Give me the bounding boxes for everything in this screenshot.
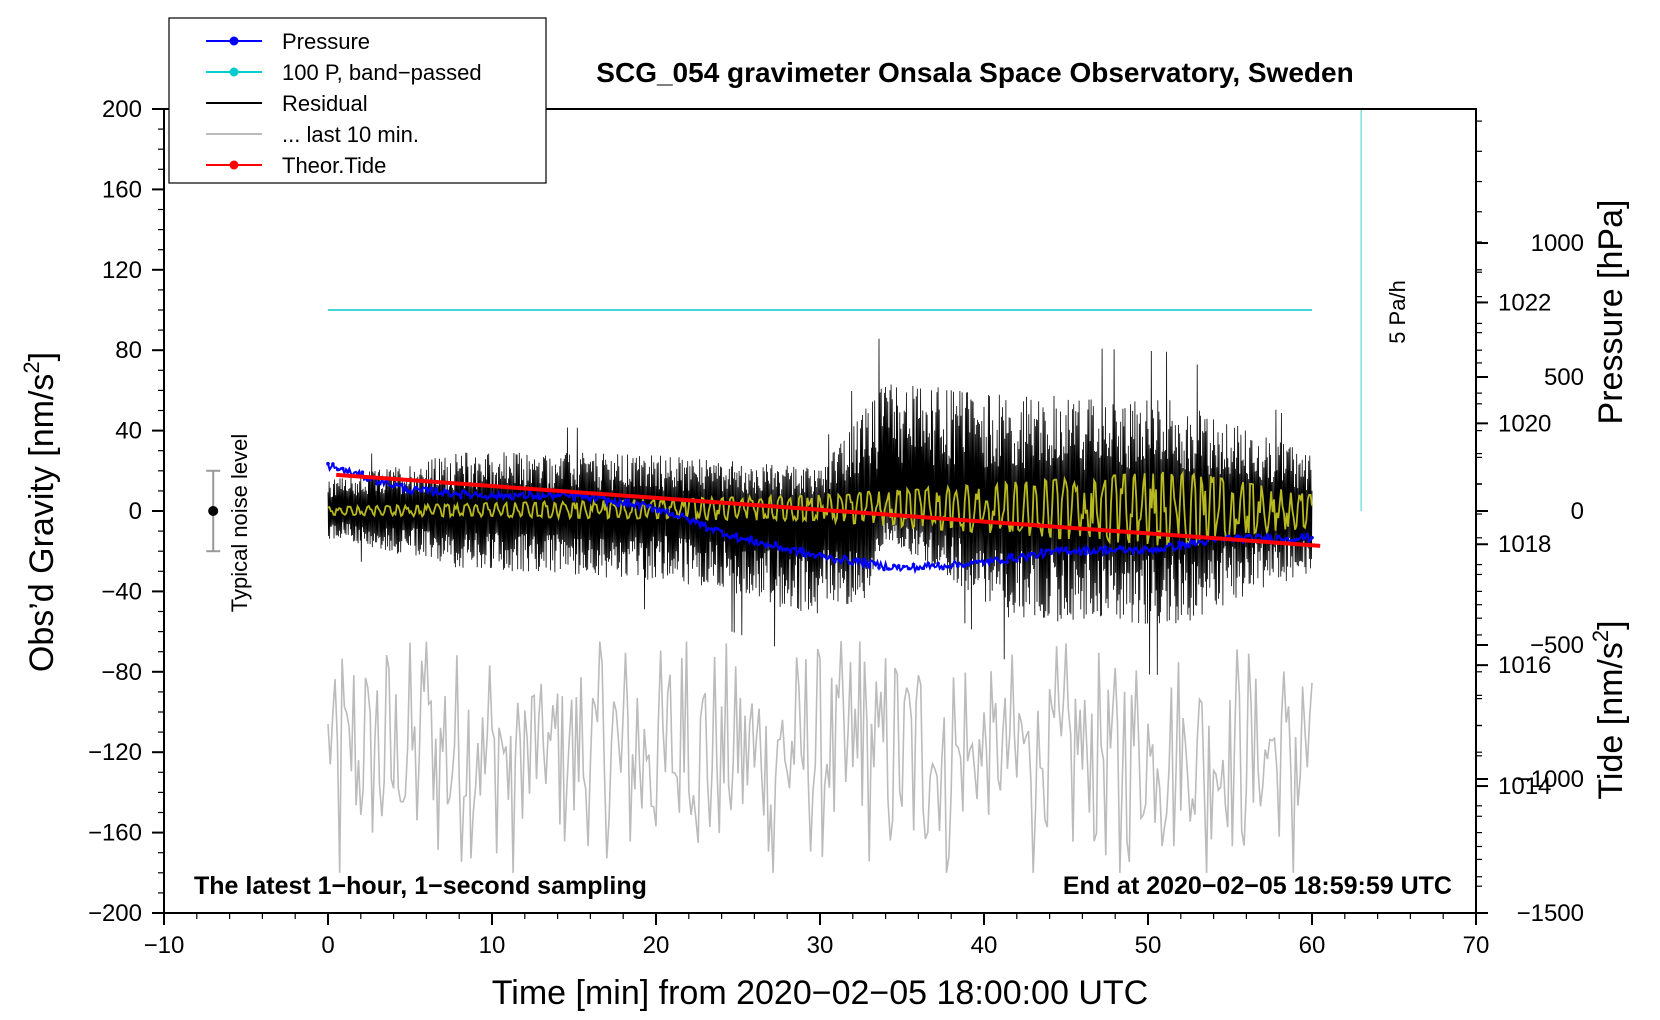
legend-label: Residual	[282, 91, 368, 116]
legend-marker	[229, 67, 239, 77]
series-filtered-residual	[327, 470, 1313, 549]
tide-tick-label: −1000	[1517, 766, 1584, 793]
x-tick-label: 60	[1299, 932, 1326, 959]
series-theor-tide	[336, 472, 1321, 548]
pressure-tick-label: 1020	[1498, 410, 1551, 437]
legend-items: Pressure 100 P, band−passed Residual ... la…	[206, 29, 482, 178]
y-axis-label-tide-text: Tide [nm/s	[1592, 642, 1630, 799]
legend-item: Theor.Tide	[206, 153, 386, 178]
y-tick-label: 160	[102, 176, 142, 203]
tide-tick-label: 1000	[1531, 230, 1584, 257]
legend-item: 100 P, band−passed	[206, 60, 482, 85]
legend-box	[168, 17, 547, 184]
y-tick-label: 0	[129, 498, 142, 525]
series-layer	[326, 109, 1362, 873]
legend-label: Pressure	[282, 29, 370, 54]
note-latest-hour: The latest 1−hour, 1−second sampling	[194, 872, 647, 900]
x-tick-label: 70	[1463, 932, 1490, 959]
x-tick-label: 50	[1135, 932, 1162, 959]
pressure-line	[327, 461, 1313, 575]
y-axis-label-tide-end: ]	[1592, 620, 1630, 629]
y-tick-label: 200	[102, 96, 142, 123]
series-last-10-min	[327, 641, 1313, 873]
y-axis-label-gravity-sup: 2	[19, 361, 44, 373]
legend-item: Residual	[206, 91, 368, 116]
x-axis-label: Time [min] from 2020−02−05 18:00:00 UTC	[492, 974, 1148, 1012]
legend-marker	[229, 36, 239, 46]
y-tick-label: −200	[88, 900, 142, 927]
noise-dot	[208, 506, 219, 516]
tide-tick-label: −500	[1530, 632, 1584, 659]
tide-tick-label: 0	[1571, 498, 1584, 525]
noise-label: Typical noise level	[227, 434, 252, 613]
y-tick-label: −80	[101, 659, 142, 686]
x-tick-label: −10	[144, 932, 185, 959]
legend-label: ... last 10 min.	[282, 122, 419, 147]
note-end-time: End at 2020−02−05 18:59:59 UTC	[1063, 872, 1452, 900]
legend-label: 100 P, band−passed	[282, 60, 482, 85]
legend-marker	[229, 160, 239, 170]
chart-title: SCG_054 gravimeter Onsala Space Observat…	[596, 57, 1353, 88]
y-tick-label: −160	[88, 820, 142, 847]
tide-tick-label: 500	[1544, 364, 1584, 391]
pressure-tick-label: 1014	[1498, 773, 1551, 800]
legend-item: ... last 10 min.	[206, 122, 419, 147]
y-axis-label-tide-sup: 2	[1588, 630, 1613, 642]
y-tick-label: 120	[102, 257, 142, 284]
y-tick-label: 40	[115, 418, 142, 445]
pressure-tick-label: 1018	[1498, 531, 1551, 558]
series-residual	[327, 338, 1313, 675]
x-tick-label: 30	[807, 932, 834, 959]
legend-item: Pressure	[206, 29, 370, 54]
tick-layer: −10 0 10 20 30 40 50 60 70−200−160−120−80−400408…	[88, 96, 1584, 959]
legend: Pressure 100 P, band−passed Residual ... la…	[168, 17, 547, 184]
y-axis-label-gravity: Obs’d Gravity [nm/s2]	[19, 352, 61, 672]
y-tick-label: −120	[88, 739, 142, 766]
pressure-tick-label: 1016	[1498, 652, 1551, 679]
y-tick-label: 80	[115, 337, 142, 364]
y-axis-label-gravity-text: Obs’d Gravity [nm/s	[23, 374, 61, 673]
x-tick-label: 0	[321, 932, 334, 959]
x-tick-label: 40	[971, 932, 998, 959]
x-tick-label: 10	[479, 932, 506, 959]
y-axis-label-gravity-end: ]	[23, 352, 61, 361]
y-tick-label: −40	[101, 578, 142, 605]
y-axis-label-pressure: Pressure [hPa]	[1592, 200, 1630, 425]
legend-label: Theor.Tide	[282, 153, 386, 178]
pressure-tick-label: 1022	[1498, 289, 1551, 316]
y-axis-label-tide: Tide [nm/s2]	[1588, 620, 1630, 799]
noise-level-indicator: Typical noise level	[206, 434, 252, 613]
x-tick-label: 20	[643, 932, 670, 959]
rate-label: 5 Pa/h	[1385, 280, 1410, 344]
tide-tick-label: −1500	[1517, 900, 1584, 927]
